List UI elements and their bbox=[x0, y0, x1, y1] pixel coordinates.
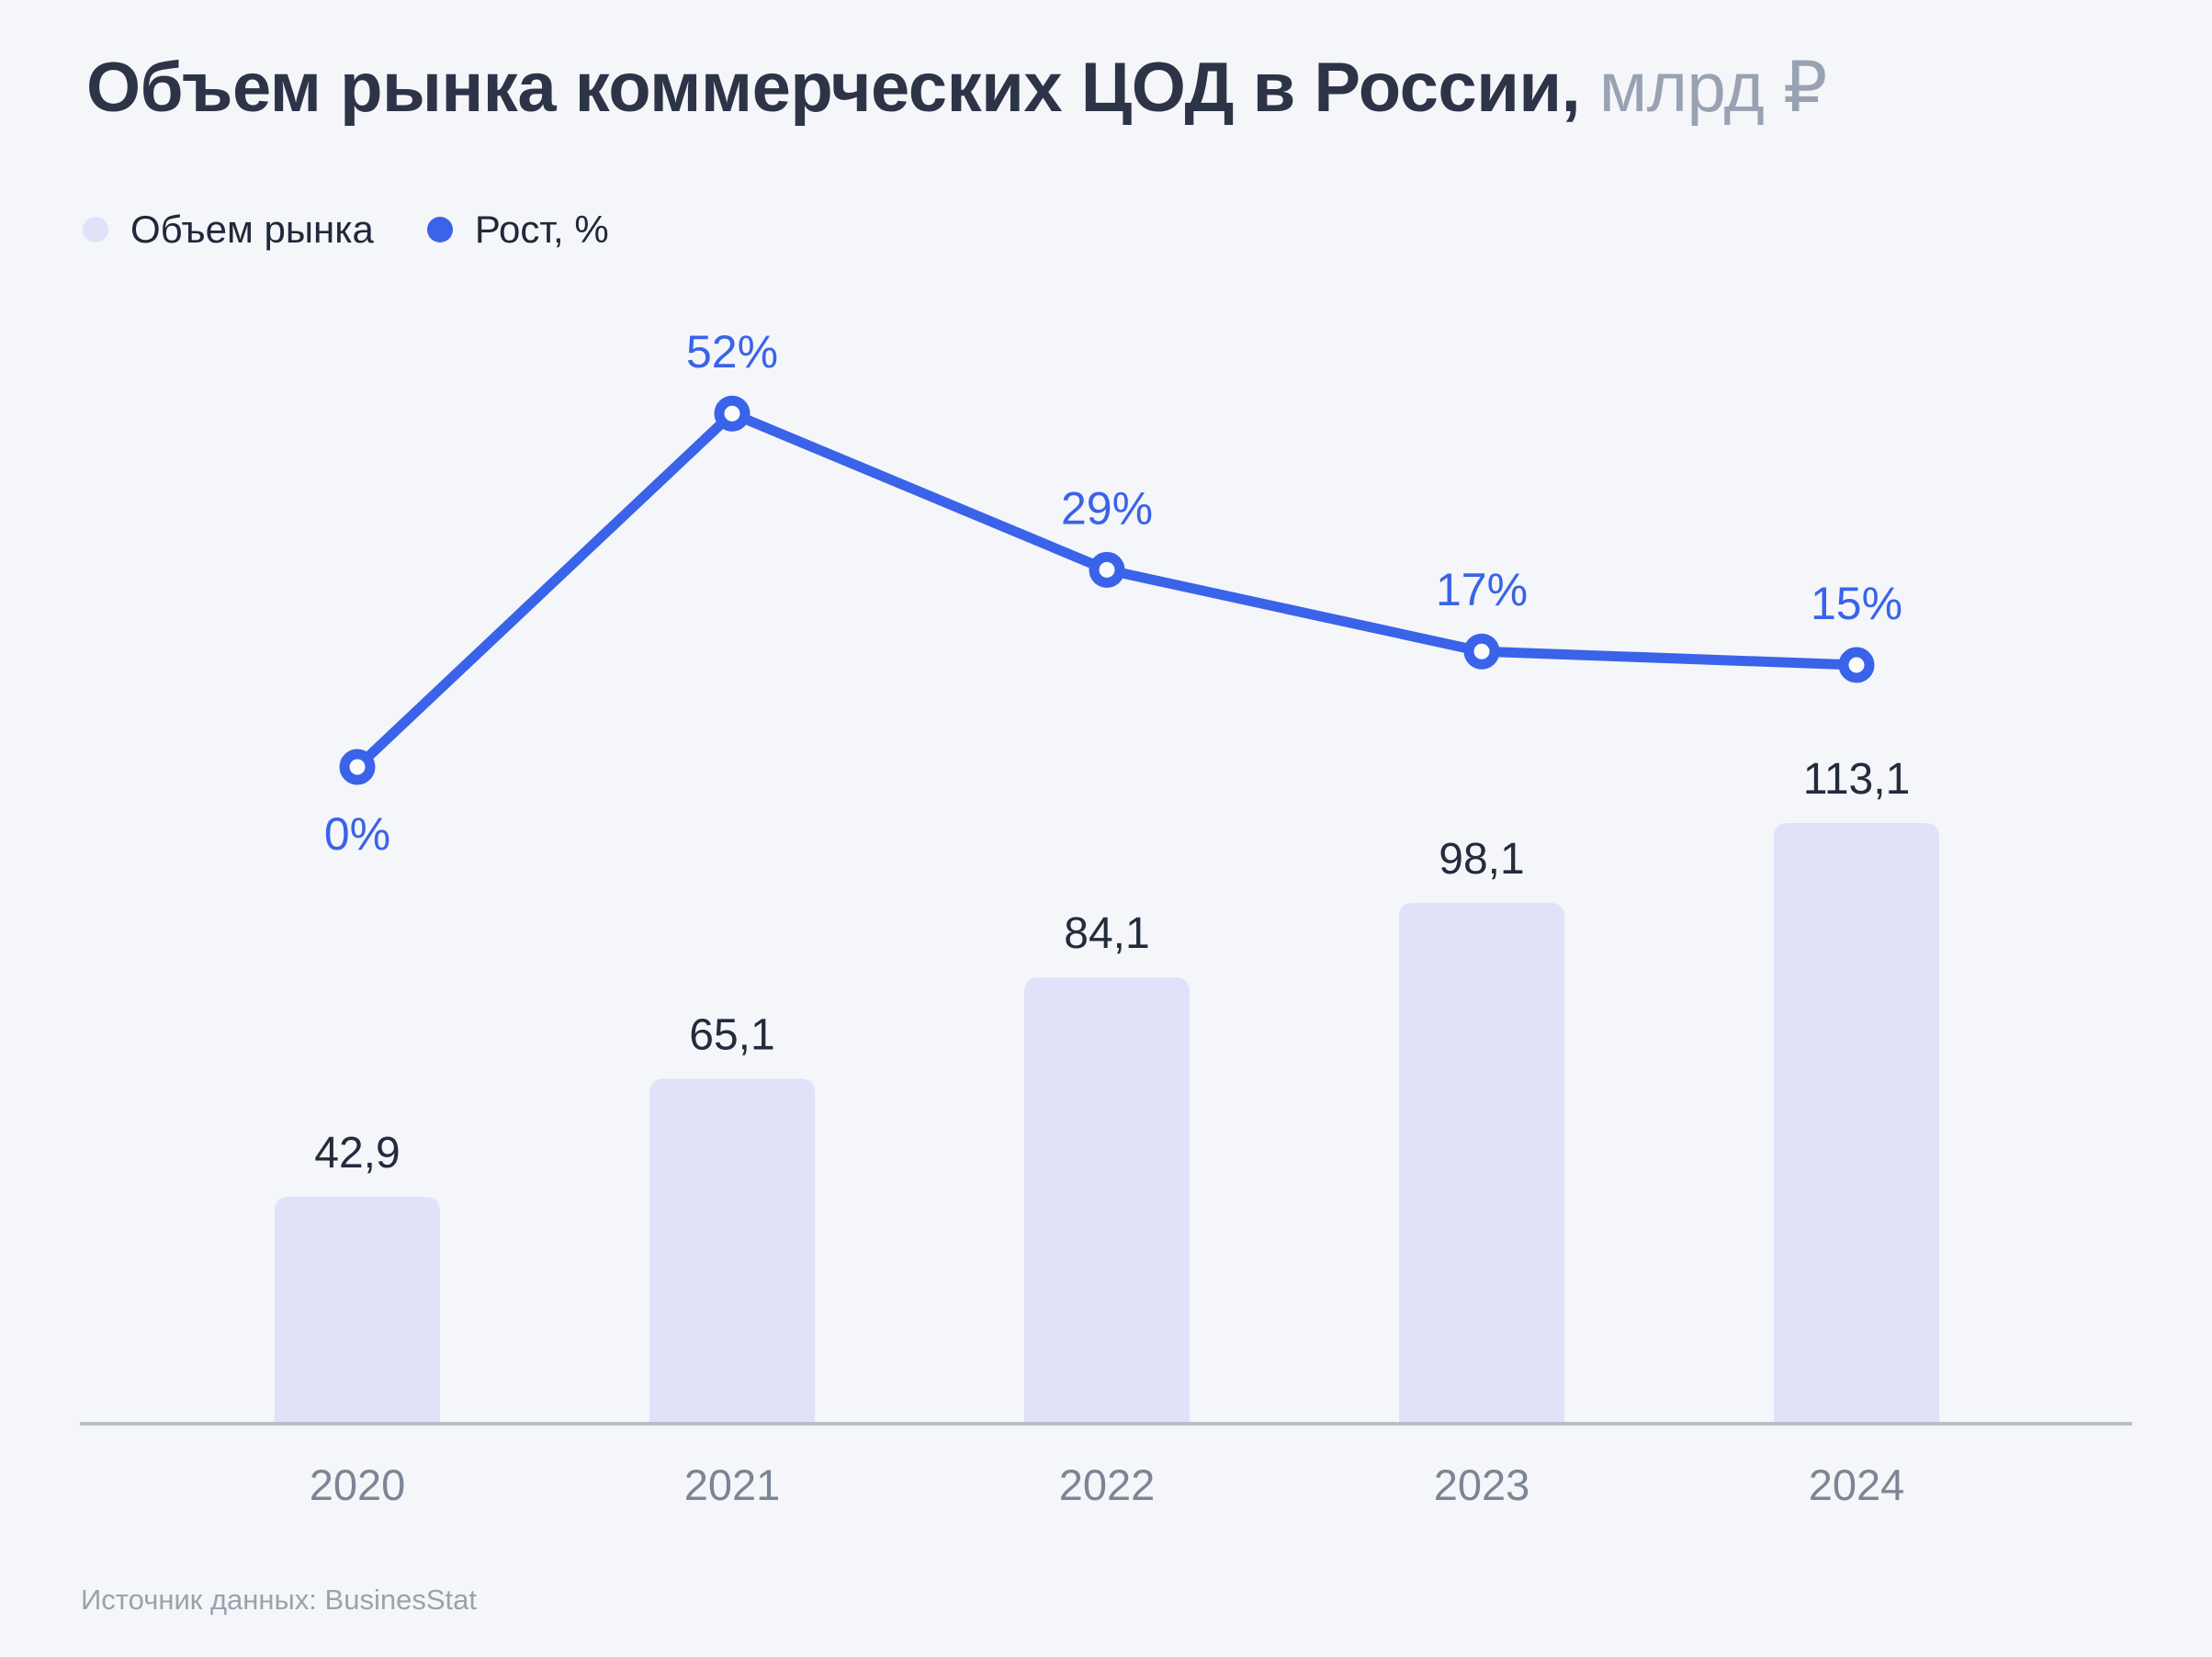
growth-marker-2022 bbox=[1089, 551, 1125, 588]
legend-dot-growth-icon bbox=[426, 217, 453, 242]
legend-label-market-volume: Объем рынка bbox=[130, 208, 374, 251]
x-axis-line bbox=[80, 1422, 2132, 1426]
growth-value-label-2020: 0% bbox=[324, 808, 390, 860]
growth-marker-2024 bbox=[1838, 647, 1875, 683]
bar-2022 bbox=[1024, 977, 1190, 1426]
bar-value-label-2020: 42,9 bbox=[314, 1129, 400, 1178]
x-axis-label-2023: 2023 bbox=[1434, 1460, 1530, 1509]
legend-item-growth: Рост, % bbox=[426, 208, 609, 252]
x-axis-label-2020: 2020 bbox=[310, 1460, 406, 1509]
growth-value-label-2022: 29% bbox=[1061, 482, 1153, 534]
growth-value-label-2024: 15% bbox=[1811, 578, 1902, 629]
bar-value-label-2024: 113,1 bbox=[1803, 755, 1911, 804]
legend-item-market-volume: Объем рынка bbox=[83, 208, 374, 252]
bar-2021 bbox=[649, 1078, 815, 1426]
growth-value-label-2021: 52% bbox=[686, 326, 778, 378]
bar-2020 bbox=[275, 1197, 440, 1426]
chart-title-main: Объем рынка коммерческих ЦОД в России, bbox=[86, 49, 1581, 127]
bar-2024 bbox=[1774, 823, 1939, 1426]
bar-value-label-2022: 84,1 bbox=[1064, 909, 1149, 958]
growth-value-label-2023: 17% bbox=[1436, 564, 1528, 615]
x-axis-label-2024: 2024 bbox=[1809, 1460, 1905, 1509]
x-axis-label-2021: 2021 bbox=[684, 1460, 781, 1509]
legend-dot-market-volume-icon bbox=[83, 217, 108, 242]
growth-marker-2023 bbox=[1463, 633, 1500, 670]
data-source-note: Источник данных: BusinesStat bbox=[81, 1584, 477, 1616]
bar-value-label-2023: 98,1 bbox=[1439, 835, 1524, 884]
growth-marker-2021 bbox=[714, 395, 750, 432]
growth-line bbox=[352, 408, 1862, 772]
legend-label-growth: Рост, % bbox=[474, 208, 609, 251]
legend: Объем рынка Рост, % bbox=[83, 208, 609, 252]
bar-value-label-2021: 65,1 bbox=[689, 1010, 774, 1059]
x-axis-label-2022: 2022 bbox=[1059, 1460, 1156, 1509]
chart-title-unit: млрд ₽ bbox=[1580, 49, 1827, 127]
chart-title: Объем рынка коммерческих ЦОД в России, м… bbox=[86, 46, 1827, 128]
growth-marker-2020 bbox=[339, 749, 376, 785]
bar-2023 bbox=[1399, 903, 1564, 1426]
